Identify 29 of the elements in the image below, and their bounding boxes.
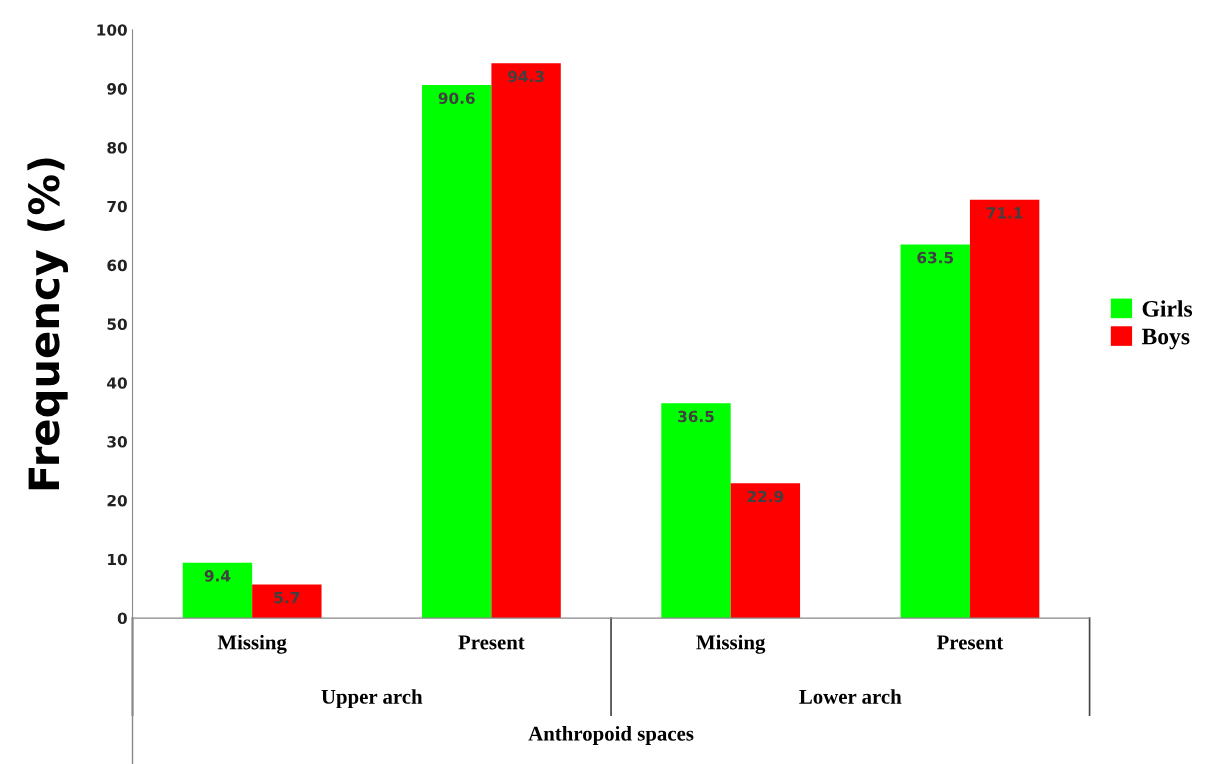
legend-label: Boys [1141,328,1190,350]
data-label: 5.7 [274,592,300,604]
x-tick-label: Present [458,635,525,650]
legend-label: Girls [1142,300,1193,317]
y-tick-label: 0 [117,612,127,625]
y-tick-label: 10 [108,553,127,566]
y-tick-label: 90 [107,83,127,95]
data-label: 71.1 [986,207,1023,219]
y-tick-label: 20 [107,494,127,507]
y-axis-title: Frequency (%) [27,158,68,490]
y-tick-label: 50 [107,318,127,330]
text: Lower arch [799,689,902,704]
y-tick-label: 70 [107,200,127,213]
x-tick-label: Present [936,635,1004,650]
x-axis-title: Anthropoid spaces [528,726,694,745]
data-label: 9.4 [204,570,231,582]
y-tick-label: 100 [97,24,127,36]
y-tick-label: 30 [107,436,127,448]
data-label: 94.3 [508,70,544,83]
y-tick-label: 80 [107,141,127,154]
y-tick-label: 60 [107,259,127,272]
data-label: 22.9 [747,490,784,503]
y-tick-label: 40 [107,377,127,389]
data-label: 63.5 [917,251,954,264]
text: Upper arch [321,689,423,709]
data-label: 90.6 [438,92,475,104]
x-tick-label: Missing [696,634,766,654]
x-tick-label: Missing [217,634,287,654]
data-label: 36.5 [678,410,714,423]
